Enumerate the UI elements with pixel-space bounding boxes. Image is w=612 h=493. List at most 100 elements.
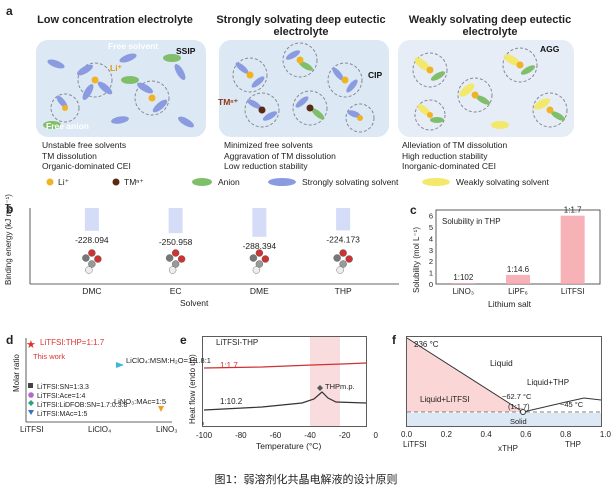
molecule-atom	[88, 260, 96, 268]
panel-e-xtick: -40	[304, 431, 316, 440]
panel-c-label: c	[410, 203, 417, 217]
panel-e-xtick: -60	[269, 431, 282, 440]
point-this-work-ratio: LiTFSI:THP=1:1.7	[40, 338, 105, 347]
panel-e-xtick: -100	[196, 431, 213, 440]
panel-f-label: f	[392, 333, 396, 347]
desc-3-line-1: Alleviation of TM dissolution	[402, 140, 508, 150]
square-marker	[28, 383, 33, 388]
desc-1-line-3: Organic-dominated CEI	[42, 161, 131, 171]
binding-bar	[84, 208, 99, 231]
solubility-bar	[506, 274, 530, 284]
molecule-atom	[82, 254, 90, 262]
panel-f-xtick: 0.4	[480, 430, 492, 439]
schematic-box-3	[398, 40, 574, 137]
legend-anion-label: Anion	[218, 177, 240, 187]
desc-1-line-2: TM dissolution	[42, 150, 97, 161]
desc-2-line-2: Aggravation of TM dissolution	[224, 150, 336, 161]
eutectic-point	[520, 409, 526, 415]
panel-f-xtick: 0.0	[401, 430, 413, 439]
molecule-atom	[345, 255, 353, 263]
molecule-atom	[333, 254, 341, 262]
desc-2-line-1: Minimized free solvents	[224, 140, 313, 150]
series-label-1-7: 1:1.7	[220, 361, 238, 370]
tag-free-solvent: Free solvent	[108, 41, 159, 51]
panel-d-label: d	[6, 333, 14, 347]
panel-a-schematic	[36, 40, 574, 137]
point-lidfob: LiTFSI:LiDFOB:SN=1.7:0.3:8	[37, 402, 128, 409]
molecule-atom	[249, 254, 258, 262]
desc-col-1: Unstable free solvents TM dissolution Or…	[42, 140, 131, 172]
solubility-value-label: 1:102	[453, 273, 474, 282]
panel-a-title-2: Strongly solvating deep eutectic electro…	[216, 14, 386, 38]
molecule-atom	[252, 266, 261, 274]
panel-b-xlabel: Solvent	[180, 298, 209, 308]
annot-liquid-litfsi: Liquid+LiTFSI	[420, 395, 470, 404]
panel-c-ytick: 0	[429, 280, 433, 289]
desc-3-line-2: High reduction stability	[402, 150, 488, 161]
panel-d-plot: ★	[25, 338, 172, 423]
diamond-marker	[28, 400, 34, 406]
panel-b-xtick: THP	[335, 286, 352, 296]
desc-2-line-3: Low reduction stability	[224, 161, 308, 171]
panel-c-xtick: LiTFSI	[561, 287, 585, 296]
desc-1-line-1: Unstable free solvents	[42, 140, 127, 150]
molecule-atom	[88, 249, 96, 257]
panel-e-xtick: 0	[373, 431, 378, 440]
panel-f-xtick: 1.0	[599, 430, 611, 439]
panel-c-xtick: LiNO₃	[453, 287, 474, 296]
desc-col-3: Alleviation of TM dissolution High reduc…	[402, 140, 507, 172]
panel-c-ytick: 3	[429, 246, 433, 255]
molecule-atom	[336, 266, 344, 274]
panel-e-title: LiTFSI-THP	[216, 338, 259, 347]
panel-f-plot	[406, 336, 602, 427]
panel-b-ylabel: Binding energy (kJ mol⁻¹)	[4, 194, 13, 285]
binding-bar	[168, 208, 183, 234]
box3-molecules	[412, 47, 568, 131]
panel-b-xtick: DMC	[82, 286, 101, 296]
tag-cip: CIP	[368, 70, 383, 80]
box2-molecules	[232, 42, 375, 133]
solubility-bar	[451, 283, 476, 284]
triangle-orange-marker	[158, 406, 164, 412]
panel-f-right-label: THP	[565, 440, 581, 449]
liquidus-right	[522, 397, 602, 413]
annot-liquid-thp: Liquid+THP	[527, 378, 570, 387]
legend-tm-label: TMⁿ⁺	[124, 177, 144, 187]
legend-strong-label: Strongly solvating solvent	[302, 177, 399, 187]
solid-region	[407, 413, 601, 426]
panel-a-label: a	[6, 4, 13, 18]
panel-c-xlabel: Lithium salt	[488, 299, 531, 309]
triangle-down-marker	[28, 410, 34, 415]
panel-c-xtick: LiPF₆	[508, 287, 528, 296]
point-mac: LiTFSI:MAc=1:5	[37, 411, 88, 418]
panel-f-xticks: 0.0 0.2 0.4 0.6 0.8 1.0	[401, 430, 611, 439]
panel-f-xlabel: xTHP	[498, 444, 518, 453]
molecule-atom	[171, 249, 180, 257]
liquidus-left	[406, 337, 524, 413]
annot-liquid: Liquid	[490, 358, 513, 368]
molecule-atom	[177, 255, 186, 263]
solubility-value-label: 1:1.7	[564, 206, 582, 215]
star-marker: ★	[26, 339, 36, 351]
panel-f-xtick: 0.8	[560, 430, 572, 439]
point-lino3: LiNO₃:MAc=1:5	[114, 397, 167, 406]
series-label-10-2: 1:10.2	[220, 397, 243, 406]
panel-f-left-label: LiTFSI	[403, 440, 427, 449]
panel-b-label: b	[6, 202, 14, 216]
panel-d-xtick-2: LiClO₄	[88, 425, 112, 434]
binding-value-label: -224.173	[326, 234, 360, 244]
melting-band	[310, 337, 340, 426]
panel-d-xtick-1: LiTFSI	[20, 425, 44, 434]
molecule-atom	[255, 249, 264, 257]
panel-e-label: e	[180, 333, 187, 347]
series-1-7-line	[203, 362, 367, 369]
solubility-bar	[560, 215, 585, 284]
point-list: LiTFSI:SN=1:3.3 LiTFSI:Ace=1:4 LiTFSI:Li…	[37, 383, 127, 419]
mp-annotation: THPm.p.	[325, 382, 355, 391]
panel-e-xticks: -100 -80 -60 -40 -20 0	[196, 431, 378, 440]
schematic-box-2	[219, 40, 389, 137]
panel-e-xlabel: Temperature (°C)	[256, 441, 322, 451]
annot-thp-mp: −45 °C	[560, 400, 584, 409]
binding-bar	[336, 208, 351, 231]
legend-weak-marker	[422, 178, 450, 186]
